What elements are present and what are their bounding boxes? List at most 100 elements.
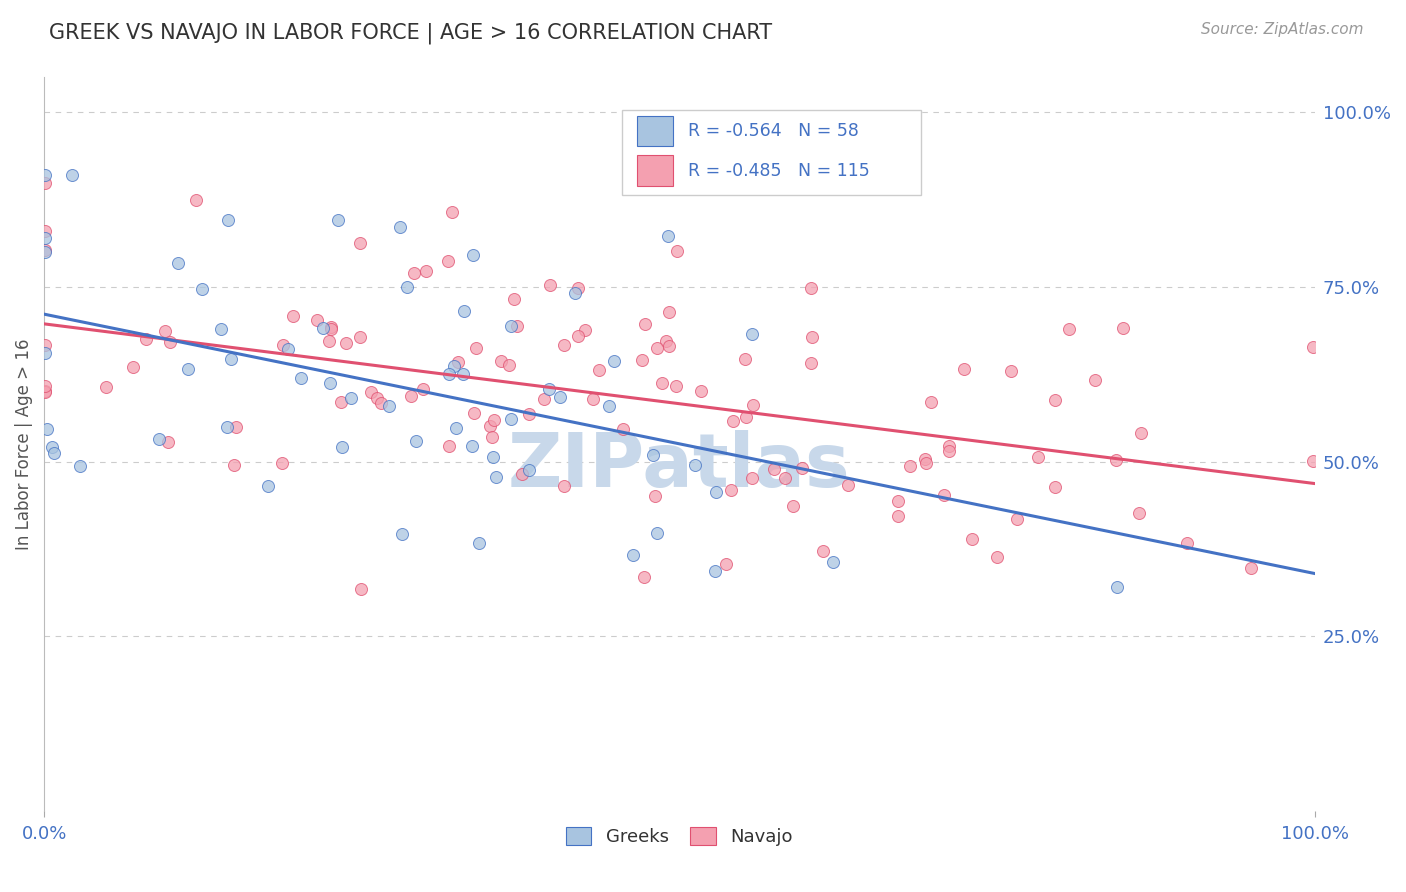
Point <box>311 321 333 335</box>
Point <box>225 420 247 434</box>
Point <box>34 243 56 257</box>
Point <box>444 421 467 435</box>
Point <box>792 461 814 475</box>
Point <box>685 458 707 472</box>
Point <box>582 392 605 407</box>
Point <box>1112 321 1135 335</box>
Point <box>1302 454 1324 468</box>
Point <box>481 430 503 444</box>
Point <box>1043 480 1066 494</box>
Text: R = -0.485   N = 115: R = -0.485 N = 115 <box>689 161 870 179</box>
Point <box>148 432 170 446</box>
Point <box>209 322 232 336</box>
Point <box>665 378 688 392</box>
Point <box>643 448 665 462</box>
Point <box>1000 363 1022 377</box>
Point <box>34 338 56 352</box>
Point <box>463 248 485 262</box>
Point <box>329 395 352 409</box>
Point <box>34 379 56 393</box>
Point <box>658 339 681 353</box>
Point <box>401 389 423 403</box>
Point <box>553 338 575 352</box>
Point <box>277 343 299 357</box>
Point <box>800 356 823 370</box>
Point <box>34 385 56 400</box>
Point <box>69 458 91 473</box>
Point <box>360 384 382 399</box>
Point <box>481 450 503 465</box>
Point <box>714 558 737 572</box>
Point <box>34 169 56 183</box>
Point <box>782 499 804 513</box>
Point <box>447 355 470 369</box>
Point <box>588 363 610 377</box>
Point <box>533 392 555 407</box>
Point <box>256 479 278 493</box>
Point <box>517 463 540 477</box>
Point <box>734 352 756 367</box>
Point <box>396 280 419 294</box>
Point <box>167 256 190 270</box>
Point <box>633 570 655 584</box>
Point <box>41 440 63 454</box>
Point <box>665 244 688 258</box>
Point <box>122 359 145 374</box>
Point <box>506 319 529 334</box>
Point <box>564 285 586 300</box>
Point <box>34 224 56 238</box>
Point <box>602 354 624 368</box>
Point <box>938 439 960 453</box>
Point <box>1105 453 1128 467</box>
Point <box>35 422 58 436</box>
Point <box>485 470 508 484</box>
Point <box>499 412 522 426</box>
Point <box>44 445 66 459</box>
Point <box>186 193 208 207</box>
Point <box>1130 425 1153 440</box>
Point <box>915 457 938 471</box>
Point <box>574 323 596 337</box>
Bar <box>637 155 673 186</box>
Point <box>634 318 657 332</box>
Point <box>319 320 342 334</box>
Point <box>1026 450 1049 464</box>
Point <box>489 354 512 368</box>
Point <box>412 383 434 397</box>
Point <box>378 400 401 414</box>
Point <box>156 435 179 450</box>
Text: R = -0.564   N = 58: R = -0.564 N = 58 <box>689 122 859 140</box>
Point <box>1175 536 1198 550</box>
Point <box>370 395 392 409</box>
Point <box>657 229 679 244</box>
Point <box>775 471 797 485</box>
Point <box>224 458 246 472</box>
Point <box>720 483 742 498</box>
Point <box>704 485 727 500</box>
Point <box>437 254 460 268</box>
Point <box>499 318 522 333</box>
Point <box>340 391 363 405</box>
Point <box>34 384 56 398</box>
Point <box>60 168 83 182</box>
Point <box>598 399 620 413</box>
Point <box>34 176 56 190</box>
Point <box>34 231 56 245</box>
Point <box>537 382 560 396</box>
Bar <box>637 116 673 146</box>
Point <box>519 407 541 421</box>
Point <box>553 479 575 493</box>
Point <box>703 564 725 578</box>
Point <box>1059 322 1081 336</box>
Point <box>762 462 785 476</box>
Point <box>349 330 371 344</box>
Point <box>463 406 485 420</box>
Point <box>621 548 644 562</box>
Point <box>1105 580 1128 594</box>
Point <box>920 395 942 409</box>
Point <box>837 477 859 491</box>
Point <box>451 367 474 381</box>
Point <box>478 419 501 434</box>
Point <box>932 488 955 502</box>
Point <box>443 359 465 373</box>
